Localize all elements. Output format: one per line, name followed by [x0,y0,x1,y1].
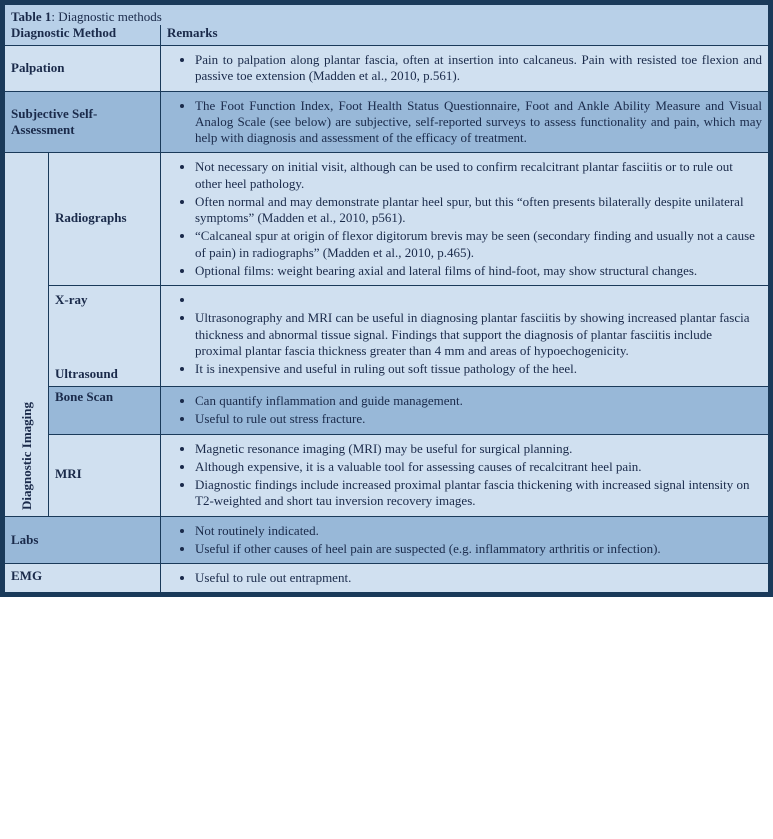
method-name: Palpation [5,46,161,92]
table-title: Table 1: Diagnostic methods [5,5,769,26]
remarks-list: Useful to rule out entrapment. [167,570,762,586]
table-container: Table 1: Diagnostic methods Diagnostic M… [0,0,773,597]
remark-item: Not necessary on initial visit, although… [195,159,762,192]
row-emg: EMG Useful to rule out entrapment. [5,564,769,593]
remark-item [195,292,762,308]
remarks-cell: Pain to palpation along plantar fascia, … [161,46,769,92]
method-name: Labs [5,516,161,564]
method-group-name: Diagnostic Imaging [19,402,35,510]
remarks-cell: The Foot Function Index, Foot Health Sta… [161,91,769,153]
row-labs: Labs Not routinely indicated. Useful if … [5,516,769,564]
table-title-rest: : Diagnostic methods [51,9,162,24]
remark-item: Useful to rule out stress fracture. [195,411,762,427]
col-header-method: Diagnostic Method [5,25,161,46]
remarks-list: Pain to palpation along plantar fascia, … [167,52,762,85]
row-radiographs: Diagnostic Imaging Radiographs Not neces… [5,153,769,286]
remark-item: Useful if other causes of heel pain are … [195,541,762,557]
sub-method-name-cell: X-ray Ultrasound [49,286,161,387]
remarks-cell: Can quantify inflammation and guide mana… [161,387,769,435]
remark-item: Although expensive, it is a valuable too… [195,459,762,475]
remarks-list: Ultrasonography and MRI can be useful in… [167,292,762,377]
remarks-list: Not necessary on initial visit, although… [167,159,762,279]
remark-item: Optional films: weight bearing axial and… [195,263,762,279]
sub-method-name: Radiographs [49,153,161,286]
remarks-list: Can quantify inflammation and guide mana… [167,393,762,428]
remark-item: Not routinely indicated. [195,523,762,539]
remarks-cell: Ultrasonography and MRI can be useful in… [161,286,769,387]
remarks-list: Magnetic resonance imaging (MRI) may be … [167,441,762,510]
sub-method-ultrasound: Ultrasound [55,364,154,382]
remark-item: The Foot Function Index, Foot Health Sta… [195,98,762,147]
remark-item: Ultrasonography and MRI can be useful in… [195,310,762,359]
sub-method-xray: X-ray [55,290,154,308]
remark-item: Can quantify inflammation and guide mana… [195,393,762,409]
remarks-cell: Not necessary on initial visit, although… [161,153,769,286]
row-subjective: Subjective Self-Assessment The Foot Func… [5,91,769,153]
remark-item: Often normal and may demonstrate plantar… [195,194,762,227]
remark-item: “Calcaneal spur at origin of flexor digi… [195,228,762,261]
remark-item: It is inexpensive and useful in ruling o… [195,361,762,377]
diagnostic-table: Table 1: Diagnostic methods Diagnostic M… [4,4,769,593]
table-title-row: Table 1: Diagnostic methods [5,5,769,26]
remarks-cell: Magnetic resonance imaging (MRI) may be … [161,434,769,516]
remark-item: Diagnostic findings include increased pr… [195,477,762,510]
row-xray-ultrasound: X-ray Ultrasound Ultrasonography and MRI… [5,286,769,387]
method-group-cell: Diagnostic Imaging [5,153,49,516]
remark-item: Magnetic resonance imaging (MRI) may be … [195,441,762,457]
sub-method-name: MRI [49,434,161,516]
table-title-prefix: Table 1 [11,9,51,24]
remarks-list: The Foot Function Index, Foot Health Sta… [167,98,762,147]
row-palpation: Palpation Pain to palpation along planta… [5,46,769,92]
remarks-cell: Not routinely indicated. Useful if other… [161,516,769,564]
method-name: Subjective Self-Assessment [5,91,161,153]
remark-item: Pain to palpation along plantar fascia, … [195,52,762,85]
remarks-list: Not routinely indicated. Useful if other… [167,523,762,558]
table-header-row: Diagnostic Method Remarks [5,25,769,46]
method-name: EMG [5,564,161,593]
remark-item: Useful to rule out entrapment. [195,570,762,586]
row-bonescan: Bone Scan Can quantify inflammation and … [5,387,769,435]
remarks-cell: Useful to rule out entrapment. [161,564,769,593]
row-mri: MRI Magnetic resonance imaging (MRI) may… [5,434,769,516]
col-header-remarks: Remarks [161,25,769,46]
sub-method-name: Bone Scan [49,387,161,435]
